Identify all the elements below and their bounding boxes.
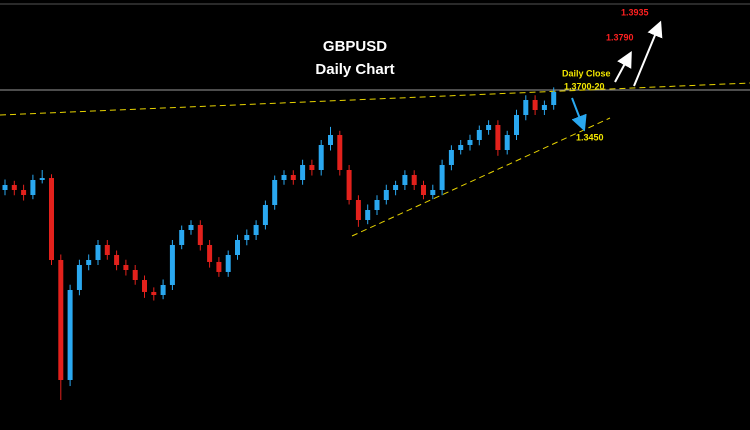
candle-body	[318, 145, 324, 170]
candle-body	[253, 225, 259, 235]
candle-body	[365, 210, 371, 220]
arrow-down	[571, 97, 587, 132]
candle-body	[151, 291, 157, 295]
candle-body	[523, 100, 529, 115]
candle-body	[95, 245, 101, 260]
candle-body	[76, 265, 82, 290]
candle-body	[290, 175, 296, 180]
arrow-up	[633, 20, 663, 87]
candle-body	[328, 135, 333, 145]
candle-body	[458, 145, 464, 150]
candle-body	[393, 185, 399, 190]
candle-body	[197, 225, 203, 245]
candle-body	[160, 285, 166, 295]
arrow-up	[614, 50, 632, 83]
candle-body	[514, 115, 519, 135]
candle-body	[169, 245, 175, 285]
candle-body	[114, 255, 120, 265]
candle-body	[123, 265, 129, 270]
upper-trendline	[0, 82, 750, 116]
candle-body	[30, 180, 36, 195]
candle-body	[58, 260, 64, 380]
candle-body	[179, 230, 185, 245]
candle-body	[430, 190, 436, 195]
candle-body	[86, 260, 92, 265]
candle-body	[355, 200, 361, 220]
candle-body	[142, 280, 147, 292]
candle-body	[207, 245, 213, 262]
candle-body	[225, 255, 231, 272]
annotation: 1.3450	[576, 132, 604, 142]
candle-body	[421, 185, 426, 195]
candle-body	[495, 125, 501, 150]
candle-body	[383, 190, 389, 200]
candle-body	[551, 91, 557, 105]
target-label: 1.3790	[606, 32, 634, 42]
candle-body	[67, 290, 73, 380]
candle-body	[216, 261, 222, 272]
annotation: Daily Close	[562, 68, 611, 78]
candle-body	[448, 150, 454, 165]
candle-body	[2, 185, 8, 190]
candle-body	[486, 125, 492, 130]
chart-title: GBPUSD	[323, 38, 387, 55]
candle-body	[532, 100, 538, 110]
candle-body	[541, 105, 547, 110]
candle-body	[21, 190, 27, 195]
candle-body	[49, 178, 54, 260]
candle-body	[337, 135, 343, 170]
candle-body	[188, 225, 194, 230]
candle-body	[374, 200, 380, 210]
candle-body	[244, 235, 250, 240]
candles	[2, 87, 557, 400]
candle-body	[309, 165, 315, 170]
annotation: 1.3700-20	[564, 81, 605, 91]
candle-body	[11, 185, 17, 190]
candle-body	[104, 245, 110, 255]
candle-body	[402, 175, 408, 185]
candle-body	[504, 135, 510, 150]
candle-body	[476, 130, 482, 140]
candle-body	[346, 170, 352, 200]
candle-body	[300, 165, 306, 180]
candle-body	[262, 205, 268, 225]
candle-body	[235, 240, 240, 255]
candle-body	[272, 180, 278, 205]
candle-body	[467, 140, 473, 145]
candle-body	[39, 178, 45, 180]
support-trendline	[351, 117, 611, 237]
chart-subtitle: Daily Chart	[315, 61, 394, 78]
candle-body	[281, 175, 287, 180]
candle-body	[132, 270, 138, 280]
target-label: 1.3935	[621, 7, 649, 17]
candle-body	[411, 175, 417, 185]
candle-body	[439, 165, 445, 190]
